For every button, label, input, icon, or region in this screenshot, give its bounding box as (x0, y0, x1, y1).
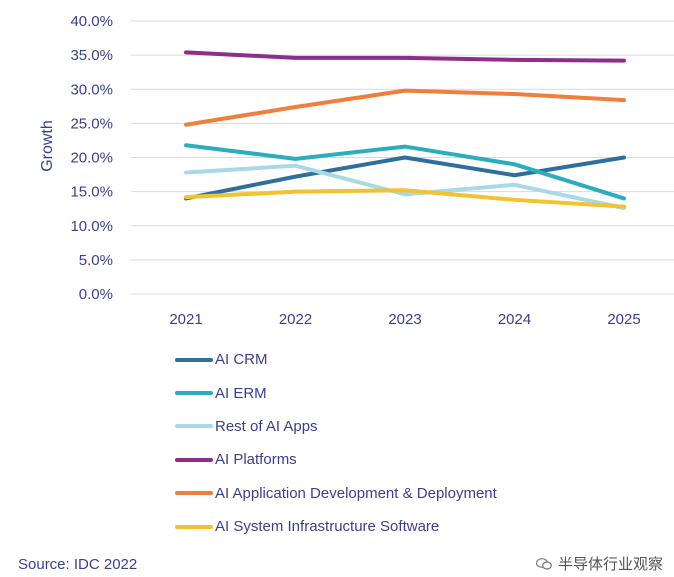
legend-swatch (175, 457, 213, 462)
y-tick-label: 30.0% (70, 81, 113, 98)
x-tick-label: 2023 (388, 311, 421, 328)
legend-swatch (175, 524, 213, 529)
x-tick-label: 2024 (498, 311, 531, 328)
legend-item: Rest of AI Apps (175, 410, 497, 443)
wechat-icon (536, 557, 552, 570)
y-axis-title: Growth (39, 120, 56, 172)
y-tick-label: 10.0% (70, 218, 113, 235)
source-note: Source: IDC 2022 (18, 556, 138, 573)
x-tick-label: 2022 (279, 311, 312, 328)
x-tick-label: 2025 (607, 311, 640, 328)
y-tick-label: 25.0% (70, 115, 113, 132)
legend-label: AI Platforms (215, 451, 297, 469)
legend-label: AI System Infrastructure Software (215, 518, 440, 536)
series-line-ai-system-infrastructure-software (184, 188, 626, 209)
legend-label: AI ERM (215, 384, 267, 402)
legend-item: AI CRM (175, 343, 497, 376)
y-tick-label: 35.0% (70, 47, 113, 64)
series-line-ai-crm (184, 155, 626, 201)
legend-item: AI System Infrastructure Software (175, 510, 497, 543)
line-chart: 0.0% 5.0% 10.0% 15.0% 20.0% 25.0% 30.0% 35.0% 40… (39, 13, 674, 328)
legend-swatch (175, 424, 213, 429)
legend-swatch (175, 357, 213, 362)
y-tick-label: 20.0% (70, 150, 113, 167)
y-tick-label: 40.0% (70, 13, 113, 30)
series-line-rest-of-ai-apps (184, 163, 626, 211)
y-tick-label: 15.0% (70, 184, 113, 201)
y-tick-label: 5.0% (79, 252, 113, 269)
x-tick-label: 2021 (169, 311, 202, 328)
legend-label: AI Application Development & Deployment (215, 484, 497, 502)
series-line-ai-erm (184, 143, 626, 201)
y-tick-label: 0.0% (79, 286, 113, 303)
legend-swatch (175, 491, 213, 496)
chart-legend: AI CRM AI ERM Rest of AI Apps AI Platforms A… (175, 343, 497, 543)
watermark: 半导体行业观察 (536, 553, 663, 574)
legend-swatch (175, 391, 213, 396)
legend-item: AI ERM (175, 376, 497, 409)
series-line-ai-platforms (184, 50, 626, 63)
legend-label: AI CRM (215, 351, 268, 369)
legend-label: Rest of AI Apps (215, 417, 318, 435)
legend-item: AI Platforms (175, 443, 497, 476)
watermark-text: 半导体行业观察 (558, 556, 664, 573)
legend-item: AI Application Development & Deployment (175, 477, 497, 510)
series-line-ai-application-development-deployment (184, 88, 626, 127)
